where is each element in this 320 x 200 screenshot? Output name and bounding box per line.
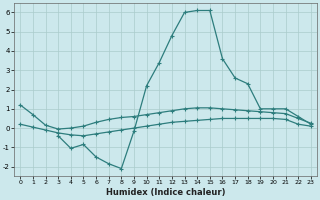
X-axis label: Humidex (Indice chaleur): Humidex (Indice chaleur) [106, 188, 225, 197]
